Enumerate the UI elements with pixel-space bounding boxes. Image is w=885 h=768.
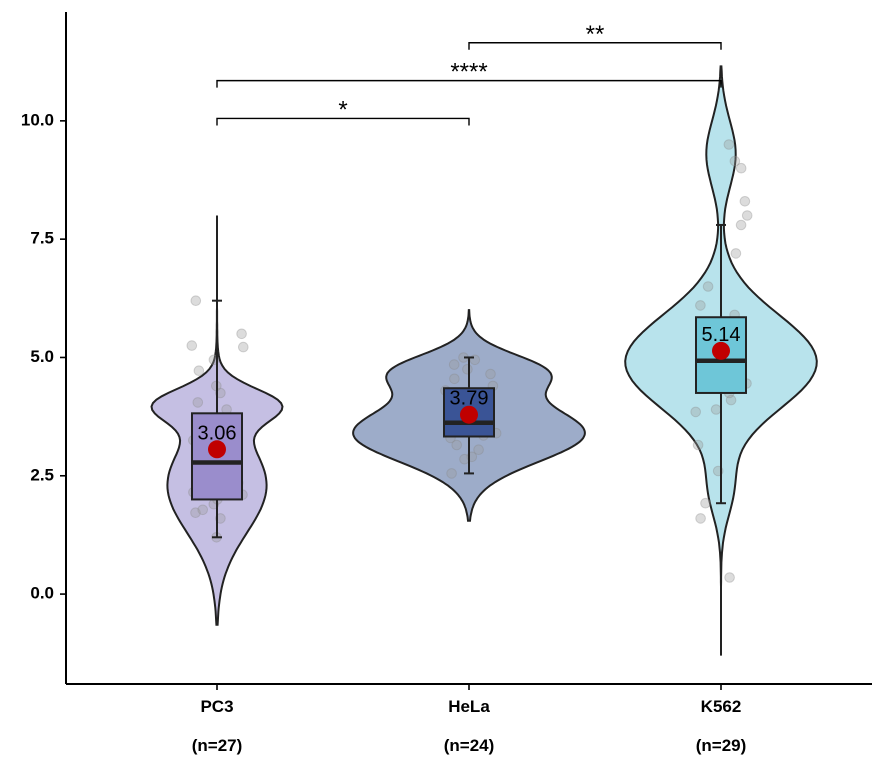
data-point — [700, 497, 711, 509]
data-point — [702, 281, 714, 292]
x-tick-label: PC3 — [200, 697, 233, 716]
data-point — [695, 513, 706, 524]
y-tick-label: 7.5 — [30, 229, 54, 248]
significance-label: * — [338, 96, 347, 123]
data-point — [238, 341, 249, 353]
mean-label: 3.79 — [450, 388, 489, 410]
data-point — [735, 162, 747, 174]
y-tick-label: 10.0 — [21, 110, 54, 129]
x-n-label: (n=27) — [192, 736, 243, 755]
data-point — [469, 354, 481, 366]
data-point — [724, 572, 735, 583]
boxes-layer — [191, 223, 747, 539]
mean-label: 5.14 — [702, 324, 741, 346]
mean-label: 3.06 — [198, 422, 237, 444]
x-tick-label: K562 — [701, 697, 742, 716]
data-point — [741, 210, 753, 221]
mean-dot — [208, 440, 226, 459]
x-tick-label: HeLa — [448, 697, 490, 716]
data-point — [192, 397, 204, 408]
mean-dot — [712, 341, 730, 360]
data-point — [710, 404, 722, 415]
data-point — [193, 365, 205, 377]
x-n-label: (n=24) — [444, 736, 495, 755]
data-point — [692, 439, 704, 451]
data-point — [462, 364, 473, 375]
mean-dot — [460, 405, 478, 424]
x-n-label: (n=29) — [696, 736, 747, 755]
data-point — [446, 468, 457, 479]
data-point — [190, 507, 201, 519]
data-point — [723, 139, 735, 150]
data-point — [730, 248, 742, 259]
data-point — [735, 219, 747, 231]
data-point — [725, 394, 737, 406]
significance-label: ** — [586, 21, 605, 48]
axes-layer: PC3 (n=27) HeLa (n=24) K562 (n=29) 0.0 2.5 5.0 7.… — [21, 12, 872, 755]
y-tick-label: 5.0 — [30, 347, 54, 366]
means-layer: 3.06 3.79 5.14 — [198, 324, 741, 459]
data-point — [451, 439, 463, 451]
data-point — [729, 155, 741, 167]
y-tick-label: 2.5 — [30, 465, 54, 484]
data-point — [695, 300, 706, 311]
significance-label: **** — [450, 59, 487, 86]
data-point — [449, 373, 460, 385]
data-point — [690, 406, 702, 418]
significance-bracket — [468, 42, 722, 50]
significance-bracket — [216, 117, 470, 126]
data-point — [236, 328, 247, 340]
data-point — [485, 368, 496, 380]
significance-layer: ******* — [216, 21, 722, 126]
data-point — [197, 504, 208, 516]
data-point — [473, 444, 484, 456]
data-point — [739, 196, 751, 207]
significance-bracket — [216, 79, 722, 88]
data-point — [190, 295, 202, 307]
y-tick-label: 0.0 — [30, 584, 54, 603]
data-point — [186, 340, 198, 351]
data-point — [448, 359, 460, 370]
